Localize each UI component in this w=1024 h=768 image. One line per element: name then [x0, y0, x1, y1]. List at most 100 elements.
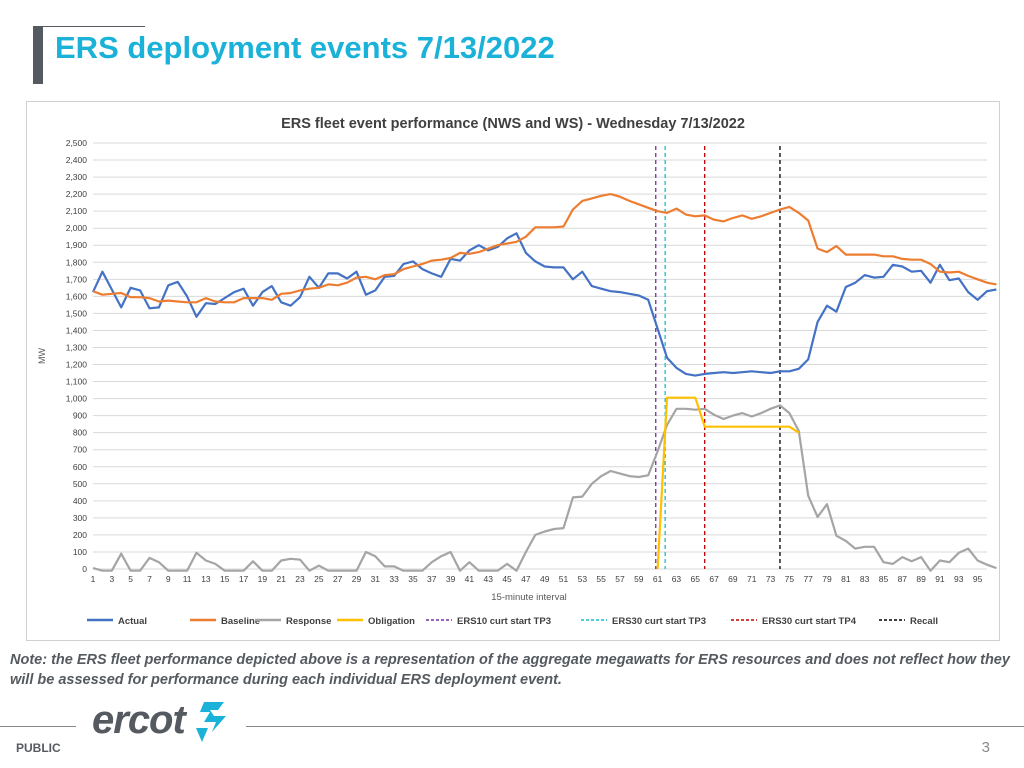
y-tick-label: 1,700: [66, 274, 88, 284]
x-tick-label: 91: [935, 574, 945, 584]
y-tick-label: 800: [73, 428, 87, 438]
series-line: [656, 396, 800, 570]
x-tick-label: 63: [672, 574, 682, 584]
y-tick-label: 600: [73, 462, 87, 472]
chart-title: ERS fleet event performance (NWS and WS)…: [281, 116, 745, 132]
y-tick-label: 1,100: [66, 377, 88, 387]
y-tick-label: 1,600: [66, 291, 88, 301]
x-tick-label: 33: [389, 574, 399, 584]
x-tick-label: 45: [502, 574, 512, 584]
x-tick-label: 67: [709, 574, 719, 584]
legend-label: Actual: [118, 616, 147, 627]
y-tick-label: 1,400: [66, 325, 88, 335]
y-tick-label: 1,000: [66, 394, 88, 404]
x-tick-label: 5: [128, 574, 133, 584]
legend-label: ERS10 curt start TP3: [457, 616, 551, 627]
y-tick-label: 2,100: [66, 206, 88, 216]
x-tick-label: 87: [898, 574, 908, 584]
legend-label: ERS30 curt start TP3: [612, 616, 706, 627]
legend-label: ERS30 curt start TP4: [762, 616, 857, 627]
x-tick-label: 17: [239, 574, 249, 584]
y-tick-label: 300: [73, 513, 87, 523]
x-tick-label: 85: [879, 574, 889, 584]
legend-label: Obligation: [368, 616, 415, 627]
x-tick-label: 35: [408, 574, 418, 584]
x-tick-label: 83: [860, 574, 870, 584]
x-tick-label: 55: [596, 574, 606, 584]
y-tick-label: 400: [73, 496, 87, 506]
y-axis-label: MW: [37, 348, 47, 364]
x-tick-label: 15: [220, 574, 230, 584]
chart-legend: Actual Baseline Response Obligation ERS10 cu…: [87, 616, 938, 627]
y-tick-label: 2,000: [66, 223, 88, 233]
legend-label: Response: [286, 616, 331, 627]
y-tick-labels: 0 100 200 300 400 500 600 700 800 900 1,000 1,100 1,…: [66, 138, 88, 574]
y-tick-label: 200: [73, 530, 87, 540]
x-tick-label: 23: [295, 574, 305, 584]
x-tick-label: 93: [954, 574, 964, 584]
y-tick-label: 0: [82, 564, 87, 574]
series-lines: [92, 192, 997, 572]
series-line: [92, 232, 997, 377]
chart-container: ERS fleet event performance (NWS and WS)…: [26, 101, 1000, 641]
classification-label: PUBLIC: [16, 741, 61, 755]
chart-svg: ERS fleet event performance (NWS and WS)…: [37, 116, 997, 627]
x-tick-label: 29: [352, 574, 362, 584]
x-tick-label: 53: [578, 574, 588, 584]
x-tick-label: 37: [427, 574, 437, 584]
x-tick-label: 65: [691, 574, 701, 584]
legend-label: Recall: [910, 616, 938, 627]
x-tick-label: 49: [540, 574, 550, 584]
x-tick-label: 81: [841, 574, 851, 584]
footer-divider-left: [0, 726, 76, 727]
logo-wordmark: ercot: [92, 698, 186, 742]
x-tick-label: 79: [822, 574, 832, 584]
x-tick-label: 13: [201, 574, 211, 584]
x-axis-label: 15-minute interval: [491, 592, 567, 603]
y-tick-label: 2,400: [66, 155, 88, 165]
title-accent-rule: [43, 26, 145, 27]
y-tick-label: 500: [73, 479, 87, 489]
x-tick-label: 77: [803, 574, 813, 584]
series-line: [92, 404, 997, 572]
x-tick-label: 69: [728, 574, 738, 584]
x-tick-label: 95: [973, 574, 983, 584]
y-tick-label: 2,200: [66, 189, 88, 199]
x-tick-label: 57: [615, 574, 625, 584]
x-tick-label: 7: [147, 574, 152, 584]
x-tick-label: 9: [166, 574, 171, 584]
logo-mark-icon: [196, 702, 226, 742]
y-tick-label: 1,900: [66, 240, 88, 250]
y-tick-label: 2,300: [66, 172, 88, 182]
y-tick-label: 100: [73, 547, 87, 557]
y-tick-label: 1,200: [66, 360, 88, 370]
x-tick-label: 3: [109, 574, 114, 584]
y-tick-label: 1,500: [66, 308, 88, 318]
x-tick-label: 39: [446, 574, 456, 584]
page-number: 3: [981, 739, 990, 756]
slide-title: ERS deployment events 7/13/2022: [55, 30, 555, 65]
x-tick-label: 73: [766, 574, 776, 584]
footnote: Note: the ERS fleet performance depicted…: [10, 652, 1010, 688]
x-tick-label: 59: [634, 574, 644, 584]
x-tick-label: 47: [521, 574, 531, 584]
grid-lines: [93, 142, 987, 570]
y-tick-label: 900: [73, 411, 87, 421]
x-tick-label: 25: [314, 574, 324, 584]
x-tick-label: 21: [276, 574, 286, 584]
x-tick-label: 1: [91, 574, 96, 584]
x-tick-label: 41: [465, 574, 475, 584]
x-tick-label: 61: [653, 574, 663, 584]
x-tick-label: 19: [258, 574, 268, 584]
x-tick-label: 89: [916, 574, 926, 584]
x-tick-label: 27: [333, 574, 343, 584]
series-line: [92, 192, 997, 304]
x-tick-label: 43: [484, 574, 494, 584]
y-tick-label: 1,300: [66, 342, 88, 352]
ercot-logo: ercot: [92, 698, 232, 752]
title-accent-bar: [33, 26, 43, 84]
footer-divider-right: [246, 726, 1024, 727]
x-tick-label: 11: [183, 574, 192, 584]
y-tick-label: 1,800: [66, 257, 88, 267]
y-tick-label: 700: [73, 445, 87, 455]
